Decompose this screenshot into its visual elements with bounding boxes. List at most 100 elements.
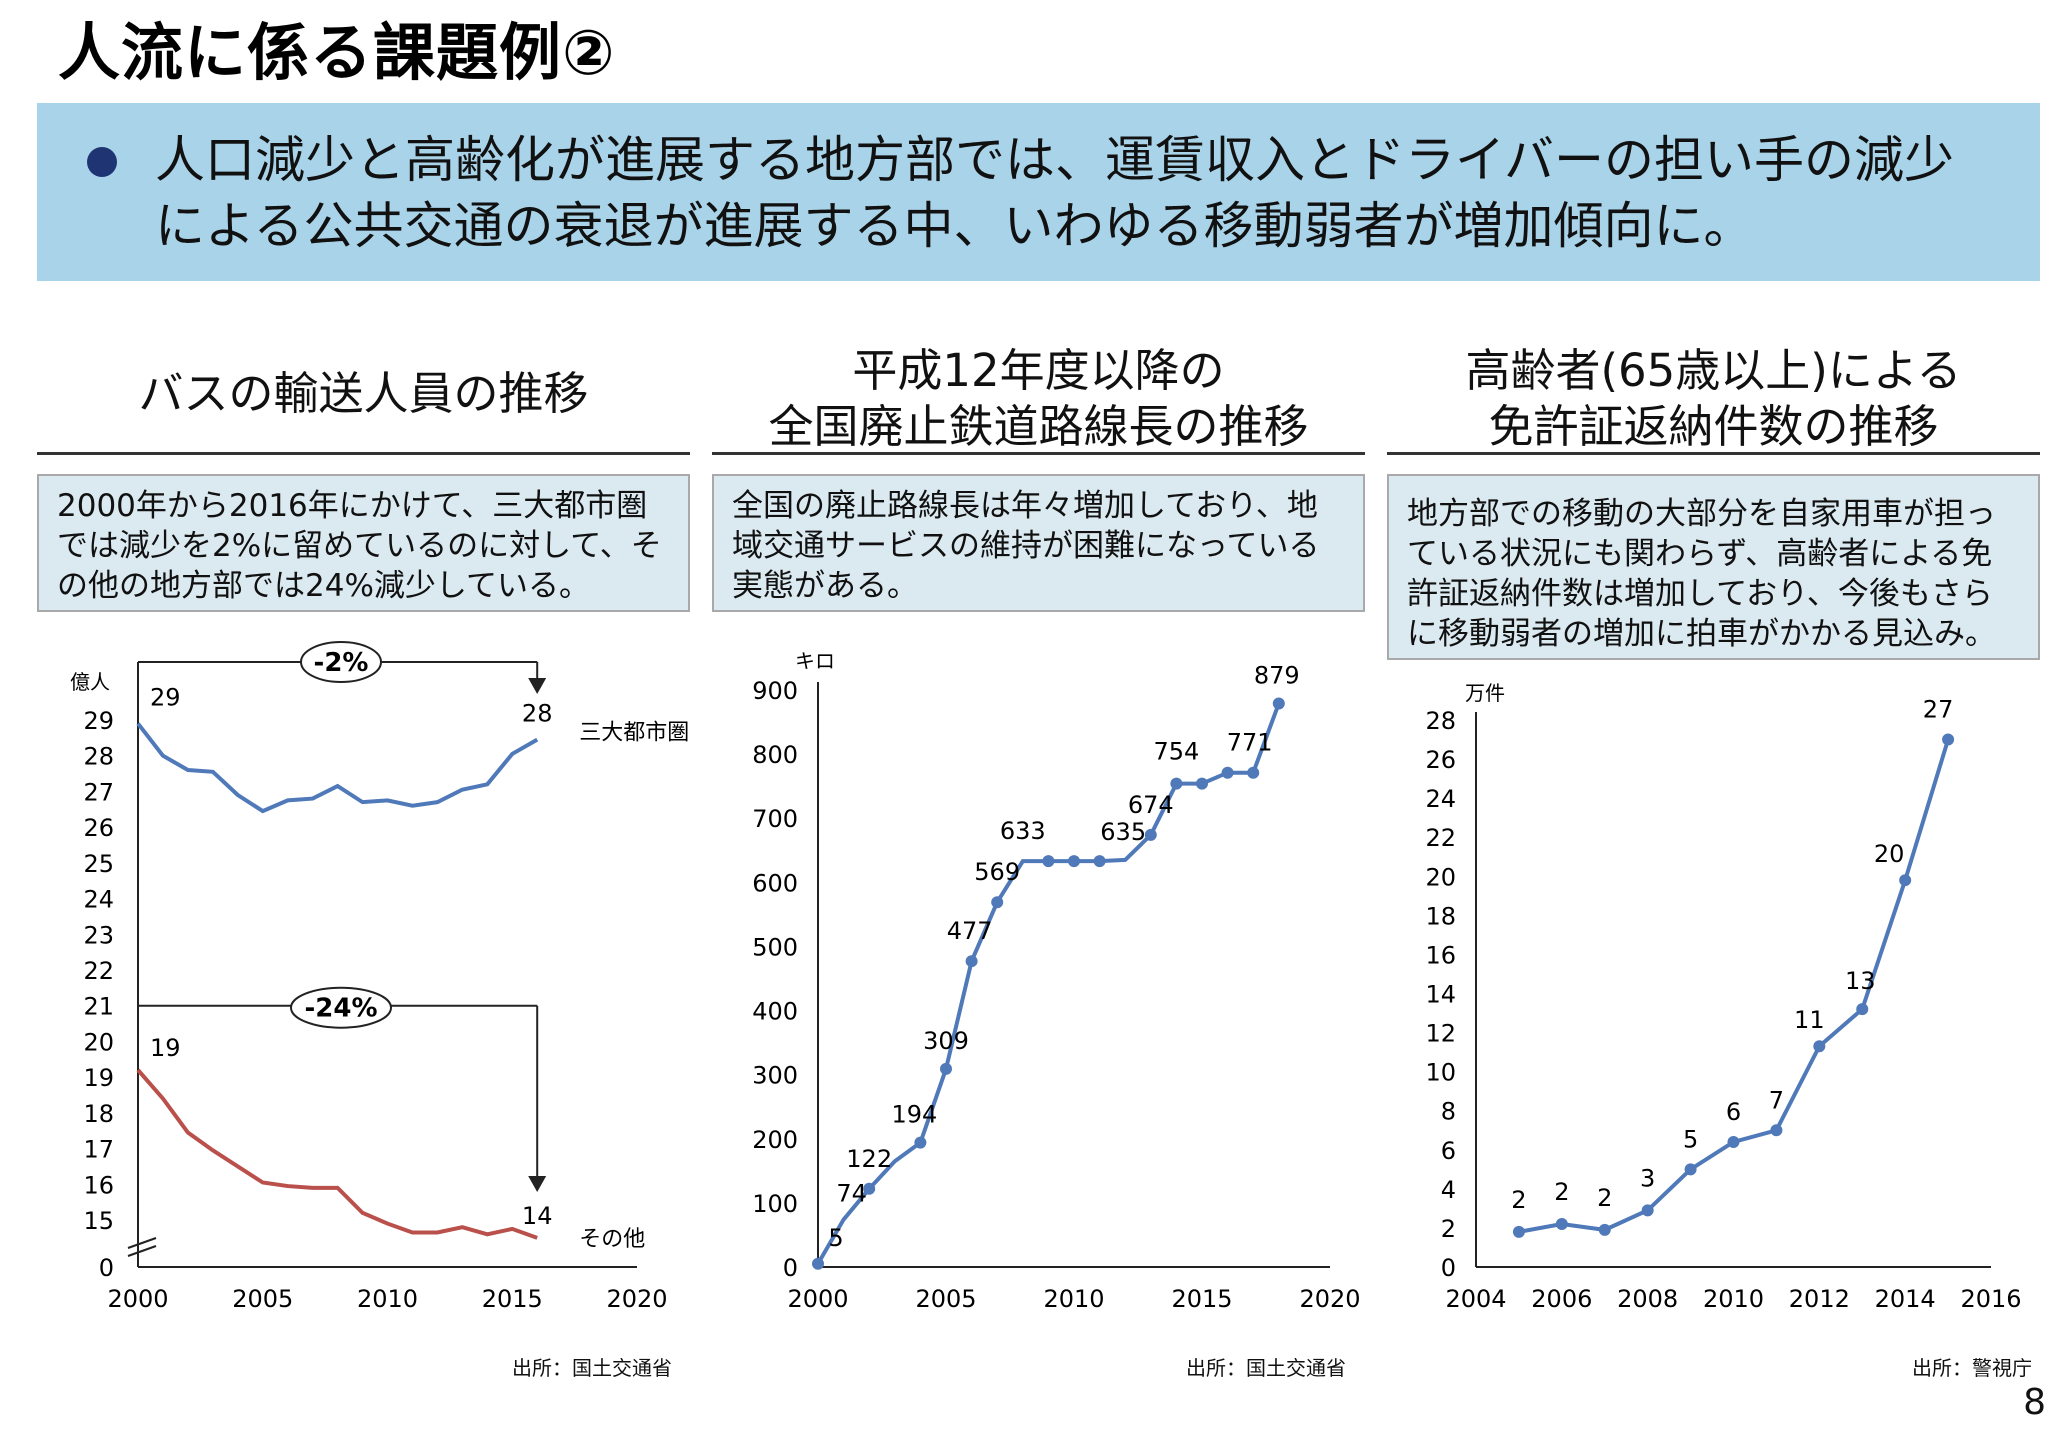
panel2-divider (712, 452, 1365, 455)
chart3-data-label: 6 (1726, 1098, 1741, 1126)
chart3-y-unit: 万件 (1465, 681, 1505, 705)
chart1-y-tick-label: 22 (83, 957, 114, 985)
chart2-data-label: 194 (891, 1101, 937, 1129)
chart1-axis-break-mark (127, 1245, 157, 1257)
chart3-y-tick-label: 14 (1425, 981, 1456, 1009)
chart1-series-line (136, 722, 539, 814)
chart3-data-point (1641, 1204, 1654, 1217)
chart1-y-tick-label: 18 (83, 1100, 114, 1128)
chart2-x-tick-label: 2015 (1171, 1285, 1232, 1313)
panel1-description: 2000年から2016年にかけて、三大都市圏では減少を2%に留めているのに対して… (37, 474, 690, 612)
panel3-divider (1387, 452, 2040, 455)
chart1-y-tick-label: 21 (83, 993, 114, 1021)
chart3-x-tick-label: 2004 (1445, 1285, 1506, 1313)
chart3-y-tick-label: 18 (1425, 902, 1456, 930)
chart2-data-point (1272, 697, 1285, 710)
chart2-data-label: 122 (846, 1145, 892, 1173)
chart1-arrow-head (528, 1176, 547, 1192)
panel2-description: 全国の廃止路線長は年々増加しており、地域交通サービスの維持が困難になっている実態… (712, 474, 1365, 612)
chart3-x-tick-label: 2006 (1531, 1285, 1592, 1313)
chart3-data-point (1813, 1040, 1826, 1053)
chart3-data-label: 3 (1640, 1164, 1655, 1192)
chart1-x-tick-label: 2005 (232, 1285, 293, 1313)
chart2-x-tick-label: 2010 (1043, 1285, 1104, 1313)
chart3-data-label: 2 (1597, 1184, 1612, 1212)
chart1-annotation-badge (290, 986, 392, 1029)
chart1-arrow-head (528, 678, 547, 694)
chart3-y-tick-label: 12 (1425, 1020, 1456, 1048)
chart2-data-label: 309 (923, 1027, 969, 1055)
chart3-data-point (1942, 733, 1955, 746)
chart3-y-tick-label: 8 (1441, 1098, 1456, 1126)
chart2-x-tick-label: 2000 (787, 1285, 848, 1313)
panel1-title: バスの輸送人員の推移 (138, 367, 589, 420)
panel3-title-line1: 高齢者(65歳以上)による (1465, 344, 1962, 397)
chart2-data-label: 879 (1254, 661, 1300, 689)
chart3-data-label: 2 (1554, 1178, 1569, 1206)
panel2-title-line1: 平成12年度以降の (852, 344, 1225, 397)
chart3-y-tick-label: 26 (1425, 746, 1456, 774)
chart3-data-label: 2 (1511, 1186, 1526, 1214)
chart1-series-line (136, 1068, 538, 1240)
chart1-x-tick-label: 2020 (606, 1285, 667, 1313)
page-title: 人流に係る課題例② (58, 16, 616, 89)
chart2-data-point (1170, 777, 1183, 790)
chart2-data-point (965, 955, 978, 968)
chart3-y-tick-label: 28 (1425, 707, 1456, 735)
chart3-x-tick-label: 2008 (1617, 1285, 1678, 1313)
chart3-y-tick-label: 4 (1441, 1176, 1456, 1204)
chart2-data-label: 5 (828, 1224, 843, 1252)
chart1-y-tick-label: 17 (83, 1136, 114, 1164)
panel1-source: 出所：国土交通省 (512, 1356, 672, 1380)
chart1-y-tick-label: 23 (83, 921, 114, 949)
banner-text: 人口減少と高齢化が進展する地方部では、運賃収入とドライバーの担い手の減少による公… (155, 131, 1954, 255)
chart3-x-tick-label: 2014 (1875, 1285, 1936, 1313)
chart2-data-point (1068, 855, 1080, 868)
chart3-y-tick-label: 10 (1425, 1059, 1456, 1087)
chart2-data-point (1144, 828, 1157, 841)
chart2-data-point (863, 1182, 876, 1195)
chart3-data-point (1555, 1218, 1568, 1231)
chart1-data-label: 29 (150, 684, 181, 712)
chart3-y-tick-label: 24 (1425, 785, 1456, 813)
chart3-x-tick-label: 2010 (1703, 1285, 1764, 1313)
chart2-data-label: 74 (836, 1180, 867, 1208)
chart3-data-label: 11 (1794, 1006, 1825, 1034)
chart1-y-tick-label: 28 (83, 743, 114, 771)
chart2-data-point (914, 1136, 927, 1149)
chart2-y-tick-label: 700 (752, 805, 798, 833)
chart1-y-tick-label: 24 (83, 886, 114, 914)
chart2-data-point (1247, 766, 1260, 779)
panel1-divider (37, 452, 690, 455)
chart2-data-label: 569 (974, 858, 1020, 886)
chart2-y-tick-label: 500 (752, 933, 798, 961)
chart3-data-point (1727, 1135, 1740, 1148)
chart1-annotation-label: -24% (304, 994, 377, 1024)
chart3-y-tick-label: 2 (1441, 1215, 1456, 1243)
chart1-annotation-badge (300, 641, 382, 683)
chart2-y-tick-label: 100 (752, 1190, 798, 1218)
chart2-data-label: 674 (1128, 791, 1174, 819)
summary-banner: 人口減少と高齢化が進展する地方部では、運賃収入とドライバーの担い手の減少による公… (37, 103, 2040, 281)
chart2-data-label: 771 (1227, 729, 1273, 757)
chart2-x-tick-label: 2005 (915, 1285, 976, 1313)
chart1-data-label: 14 (522, 1202, 553, 1230)
panel2-title: 平成12年度以降の 全国廃止鉄道路線長の推移 (712, 343, 1365, 455)
chart2-y-tick-label: 300 (752, 1062, 798, 1090)
chart2-y-tick-label: 0 (783, 1254, 798, 1282)
chart3-data-point (1598, 1223, 1611, 1236)
chart1-y-tick-label: 0 (99, 1254, 114, 1282)
chart1-x-tick-label: 2015 (482, 1285, 543, 1313)
chart2-data-point (1196, 777, 1208, 790)
chart2-y-tick-label: 400 (752, 998, 798, 1026)
chart2-y-tick-label: 600 (752, 869, 798, 897)
chart1-y-unit: 億人 (70, 670, 110, 694)
chart2-data-label: 477 (947, 917, 993, 945)
chart3-y-tick-label: 20 (1425, 863, 1456, 891)
chart2-data-point (1093, 855, 1106, 868)
chart1-y-tick-label: 29 (83, 707, 114, 735)
chart1-y-tick-label: 15 (83, 1207, 114, 1235)
chart3-data-point (1856, 1003, 1869, 1016)
chart2-data-label: 635 (1100, 818, 1146, 846)
